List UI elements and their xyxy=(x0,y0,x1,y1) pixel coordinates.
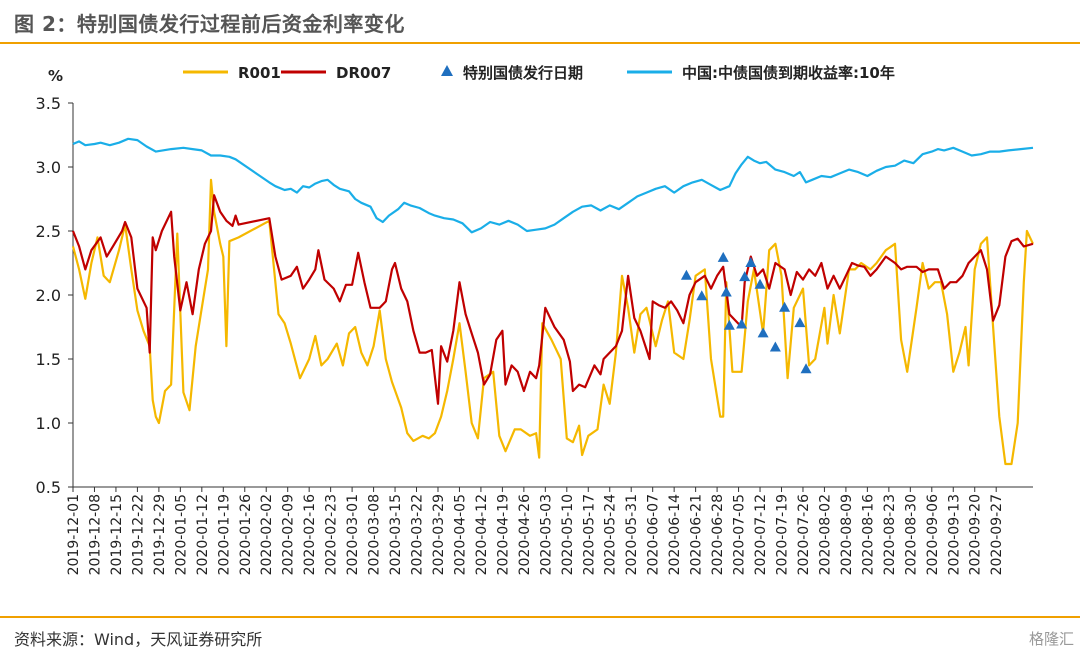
legend-label-2: 特别国债发行日期 xyxy=(463,64,583,82)
x-tick-label: 2020-04-19 xyxy=(495,494,511,575)
series-line-3 xyxy=(72,137,1034,234)
bottom-divider xyxy=(0,616,1080,618)
x-tick-label: 2020-07-26 xyxy=(796,494,812,575)
y-tick-label: 3.0 xyxy=(36,158,61,177)
issuance-marker xyxy=(794,317,806,328)
legend-label-0: R001 xyxy=(238,64,281,82)
y-tick-label: 1.5 xyxy=(36,350,61,369)
issuance-marker xyxy=(720,286,732,297)
chart-canvas: 0.5 1.0 1.5 2.0 2.5 3.0 3.5% 2019-12-01 2019-12-… xyxy=(36,64,1034,575)
x-tick-label: 2020-08-16 xyxy=(860,494,876,575)
x-tick-label: 2020-05-17 xyxy=(581,494,597,575)
issuance-marker xyxy=(757,327,769,338)
x-tick-label: 2020-07-12 xyxy=(753,494,769,575)
y-tick-label: 1.0 xyxy=(36,414,61,433)
x-tick-label: 2020-07-05 xyxy=(732,494,748,575)
x-tick-label: 2020-06-14 xyxy=(667,494,683,575)
y-tick-label: 3.5 xyxy=(36,94,61,113)
legend: R001 DR007 特别国债发行日期 中国:中债国债到期收益率:10年 xyxy=(183,64,895,82)
issuance-marker xyxy=(800,363,812,374)
y-unit-label: % xyxy=(48,67,63,85)
series-marks xyxy=(71,137,1034,466)
series-line-1 xyxy=(71,194,1034,405)
x-tick-label: 2020-06-21 xyxy=(689,494,705,575)
y-tick-label: 2.5 xyxy=(36,222,61,241)
y-tick-label: 0.5 xyxy=(36,478,61,497)
issuance-marker xyxy=(696,290,708,301)
issuance-marker xyxy=(680,269,692,280)
issuance-marker xyxy=(779,301,791,312)
x-tick-label: 2020-02-02 xyxy=(259,494,275,575)
legend-label-1: DR007 xyxy=(336,64,391,82)
x-tick-label: 2020-02-23 xyxy=(324,494,340,575)
issuance-marker xyxy=(723,319,735,330)
x-tick-label: 2020-03-29 xyxy=(431,494,447,575)
x-tick-label: 2020-08-23 xyxy=(882,494,898,575)
issuance-marker xyxy=(745,257,757,267)
x-tick-label: 2019-12-01 xyxy=(66,494,82,575)
x-tick-label: 2020-09-27 xyxy=(989,494,1005,575)
series-line-0 xyxy=(71,178,1034,466)
figure-title: 图 2：特别国债发行过程前后资金利率变化 xyxy=(14,12,405,36)
x-tick-label: 2020-03-01 xyxy=(345,494,361,575)
x-tick-label: 2020-03-08 xyxy=(367,494,383,575)
x-tick-label: 2020-01-05 xyxy=(173,494,189,575)
x-tick-label: 2019-12-29 xyxy=(152,494,168,575)
x-tick-label: 2020-01-26 xyxy=(238,494,254,575)
legend-marker-issuance xyxy=(441,65,453,76)
x-tick-label: 2020-03-22 xyxy=(410,494,426,575)
issuance-marker xyxy=(769,341,781,352)
x-tick-label: 2019-12-15 xyxy=(109,494,125,575)
x-tick-label: 2020-05-31 xyxy=(624,494,640,575)
top-divider xyxy=(0,42,1080,44)
x-tick-label: 2020-05-24 xyxy=(603,494,619,575)
axes-group: 0.5 1.0 1.5 2.0 2.5 3.0 3.5% 2019-12-01 2019-12-… xyxy=(36,67,1033,575)
source-note: 资料来源：Wind，天风证券研究所 xyxy=(14,630,263,649)
x-tick-label: 2020-06-07 xyxy=(646,494,662,575)
watermark-logo: 格隆汇 xyxy=(1028,630,1074,648)
x-tick-label: 2020-05-03 xyxy=(538,494,554,575)
x-tick-label: 2020-09-20 xyxy=(968,494,984,575)
issuance-marker xyxy=(739,271,751,282)
y-tick-label: 2.0 xyxy=(36,286,61,305)
x-tick-label: 2019-12-08 xyxy=(87,494,103,575)
x-tick-label: 2020-07-19 xyxy=(774,494,790,575)
x-tick-label: 2020-08-09 xyxy=(839,494,855,575)
x-tick-label: 2020-09-13 xyxy=(946,494,962,575)
legend-label-3: 中国:中债国债到期收益率:10年 xyxy=(682,64,895,82)
issuance-marker xyxy=(717,251,729,262)
x-tick-label: 2020-08-30 xyxy=(903,494,919,575)
x-tick-label: 2020-04-05 xyxy=(452,494,468,575)
x-tick-label: 2020-09-06 xyxy=(925,494,941,575)
x-tick-label: 2020-02-09 xyxy=(281,494,297,575)
x-tick-label: 2020-01-12 xyxy=(195,494,211,575)
x-tick-label: 2020-06-28 xyxy=(710,494,726,575)
x-tick-label: 2020-01-19 xyxy=(216,494,232,575)
x-tick-label: 2020-04-26 xyxy=(517,494,533,575)
x-tick-label: 2020-08-02 xyxy=(817,494,833,575)
issuance-marker xyxy=(754,278,766,289)
x-tick-label: 2020-02-16 xyxy=(302,494,318,575)
x-tick-label: 2020-03-15 xyxy=(388,494,404,575)
x-tick-label: 2020-04-12 xyxy=(474,494,490,575)
x-tick-label: 2020-05-10 xyxy=(560,494,576,575)
x-tick-label: 2019-12-22 xyxy=(130,494,146,575)
issuance-marker xyxy=(736,318,748,329)
